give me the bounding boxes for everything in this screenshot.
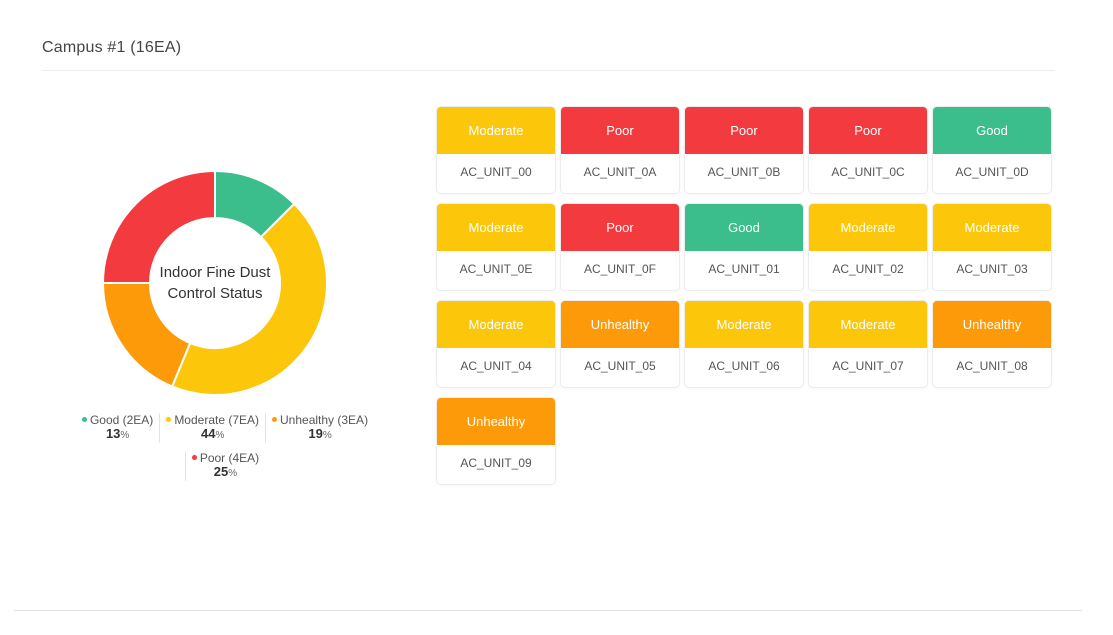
- legend-percent: 25: [213, 464, 229, 479]
- unit-name: AC_UNIT_06: [708, 359, 780, 373]
- unit-card[interactable]: Good AC_UNIT_0D: [933, 107, 1051, 193]
- unit-card[interactable]: Moderate AC_UNIT_04: [437, 301, 555, 387]
- unhealthy-dot-icon: [272, 417, 278, 423]
- unit-card[interactable]: Moderate AC_UNIT_07: [809, 301, 927, 387]
- moderate-dot-icon: [166, 417, 172, 423]
- legend-label: Poor (4EA): [199, 451, 260, 465]
- unit-card[interactable]: Moderate AC_UNIT_02: [809, 204, 927, 290]
- unit-status-badge: Unhealthy: [437, 398, 555, 445]
- title-divider: [42, 70, 1055, 71]
- donut-slice-poor[interactable]: [102, 170, 216, 284]
- status-donut-chart: Indoor Fine Dust Control Status: [102, 170, 328, 396]
- unit-status-badge: Good: [933, 107, 1051, 154]
- donut-legend: Good (2EA) 13% Moderate (7EA) 44% Unheal…: [50, 413, 400, 481]
- unit-name: AC_UNIT_0E: [459, 262, 533, 276]
- legend-item-poor[interactable]: Poor (4EA) 25%: [184, 451, 265, 481]
- unit-name: AC_UNIT_04: [460, 359, 532, 373]
- unit-card[interactable]: Poor AC_UNIT_0C: [809, 107, 927, 193]
- unit-name: AC_UNIT_0F: [583, 262, 657, 276]
- unit-card[interactable]: Unhealthy AC_UNIT_08: [933, 301, 1051, 387]
- unit-status-badge: Unhealthy: [933, 301, 1051, 348]
- legend-percent: 13: [105, 426, 121, 441]
- legend-percent: 44: [200, 426, 216, 441]
- legend-item-moderate[interactable]: Moderate (7EA) 44%: [159, 413, 265, 443]
- unit-status-badge: Poor: [685, 107, 803, 154]
- unit-status-badge: Moderate: [437, 204, 555, 251]
- unit-name: AC_UNIT_05: [584, 359, 656, 373]
- legend-unit: %: [228, 468, 238, 479]
- donut-slice-moderate[interactable]: [170, 202, 328, 396]
- unit-card[interactable]: Poor AC_UNIT_0F: [561, 204, 679, 290]
- panel-title: Campus #1 (16EA): [42, 39, 182, 56]
- poor-dot-icon: [191, 455, 197, 461]
- unit-name: AC_UNIT_0B: [707, 165, 781, 179]
- unit-status-badge: Unhealthy: [561, 301, 679, 348]
- unit-card[interactable]: Good AC_UNIT_01: [685, 204, 803, 290]
- legend-label: Good (2EA): [89, 413, 154, 427]
- unit-card[interactable]: Moderate AC_UNIT_03: [933, 204, 1051, 290]
- legend-item-good[interactable]: Good (2EA) 13%: [76, 413, 159, 443]
- donut-svg: [102, 170, 328, 396]
- unit-name: AC_UNIT_09: [460, 456, 532, 470]
- unit-name: AC_UNIT_08: [956, 359, 1028, 373]
- legend-label: Moderate (7EA): [174, 413, 260, 427]
- unit-status-badge: Moderate: [809, 204, 927, 251]
- unit-name: AC_UNIT_0D: [955, 165, 1029, 179]
- good-dot-icon: [81, 417, 87, 423]
- unit-card[interactable]: Unhealthy AC_UNIT_05: [561, 301, 679, 387]
- unit-card[interactable]: Poor AC_UNIT_0A: [561, 107, 679, 193]
- unit-name: AC_UNIT_07: [832, 359, 904, 373]
- unit-name: AC_UNIT_01: [708, 262, 780, 276]
- unit-name: AC_UNIT_0A: [583, 165, 657, 179]
- legend-unit: %: [215, 430, 225, 441]
- unit-card[interactable]: Moderate AC_UNIT_0E: [437, 204, 555, 290]
- unit-card-grid: Moderate AC_UNIT_00 Poor AC_UNIT_0A Poor AC…: [437, 107, 1051, 484]
- donut-slice-unhealthy[interactable]: [102, 282, 192, 388]
- unit-name: AC_UNIT_03: [956, 262, 1028, 276]
- unit-card[interactable]: Poor AC_UNIT_0B: [685, 107, 803, 193]
- unit-name: AC_UNIT_00: [460, 165, 532, 179]
- legend-percent: 19: [308, 426, 323, 441]
- legend-item-unhealthy[interactable]: Unhealthy (3EA) 19%: [265, 413, 374, 443]
- legend-unit: %: [322, 430, 332, 441]
- unit-status-badge: Moderate: [933, 204, 1051, 251]
- unit-card[interactable]: Moderate AC_UNIT_06: [685, 301, 803, 387]
- legend-unit: %: [120, 430, 130, 441]
- unit-status-badge: Moderate: [437, 301, 555, 348]
- unit-status-badge: Moderate: [809, 301, 927, 348]
- unit-card[interactable]: Unhealthy AC_UNIT_09: [437, 398, 555, 484]
- unit-name: AC_UNIT_02: [832, 262, 904, 276]
- unit-status-badge: Moderate: [437, 107, 555, 154]
- unit-card[interactable]: Moderate AC_UNIT_00: [437, 107, 555, 193]
- unit-status-badge: Good: [685, 204, 803, 251]
- unit-name: AC_UNIT_0C: [831, 165, 905, 179]
- unit-status-badge: Poor: [561, 204, 679, 251]
- legend-label: Unhealthy (3EA): [280, 413, 369, 427]
- unit-status-badge: Poor: [561, 107, 679, 154]
- unit-status-badge: Moderate: [685, 301, 803, 348]
- unit-status-badge: Poor: [809, 107, 927, 154]
